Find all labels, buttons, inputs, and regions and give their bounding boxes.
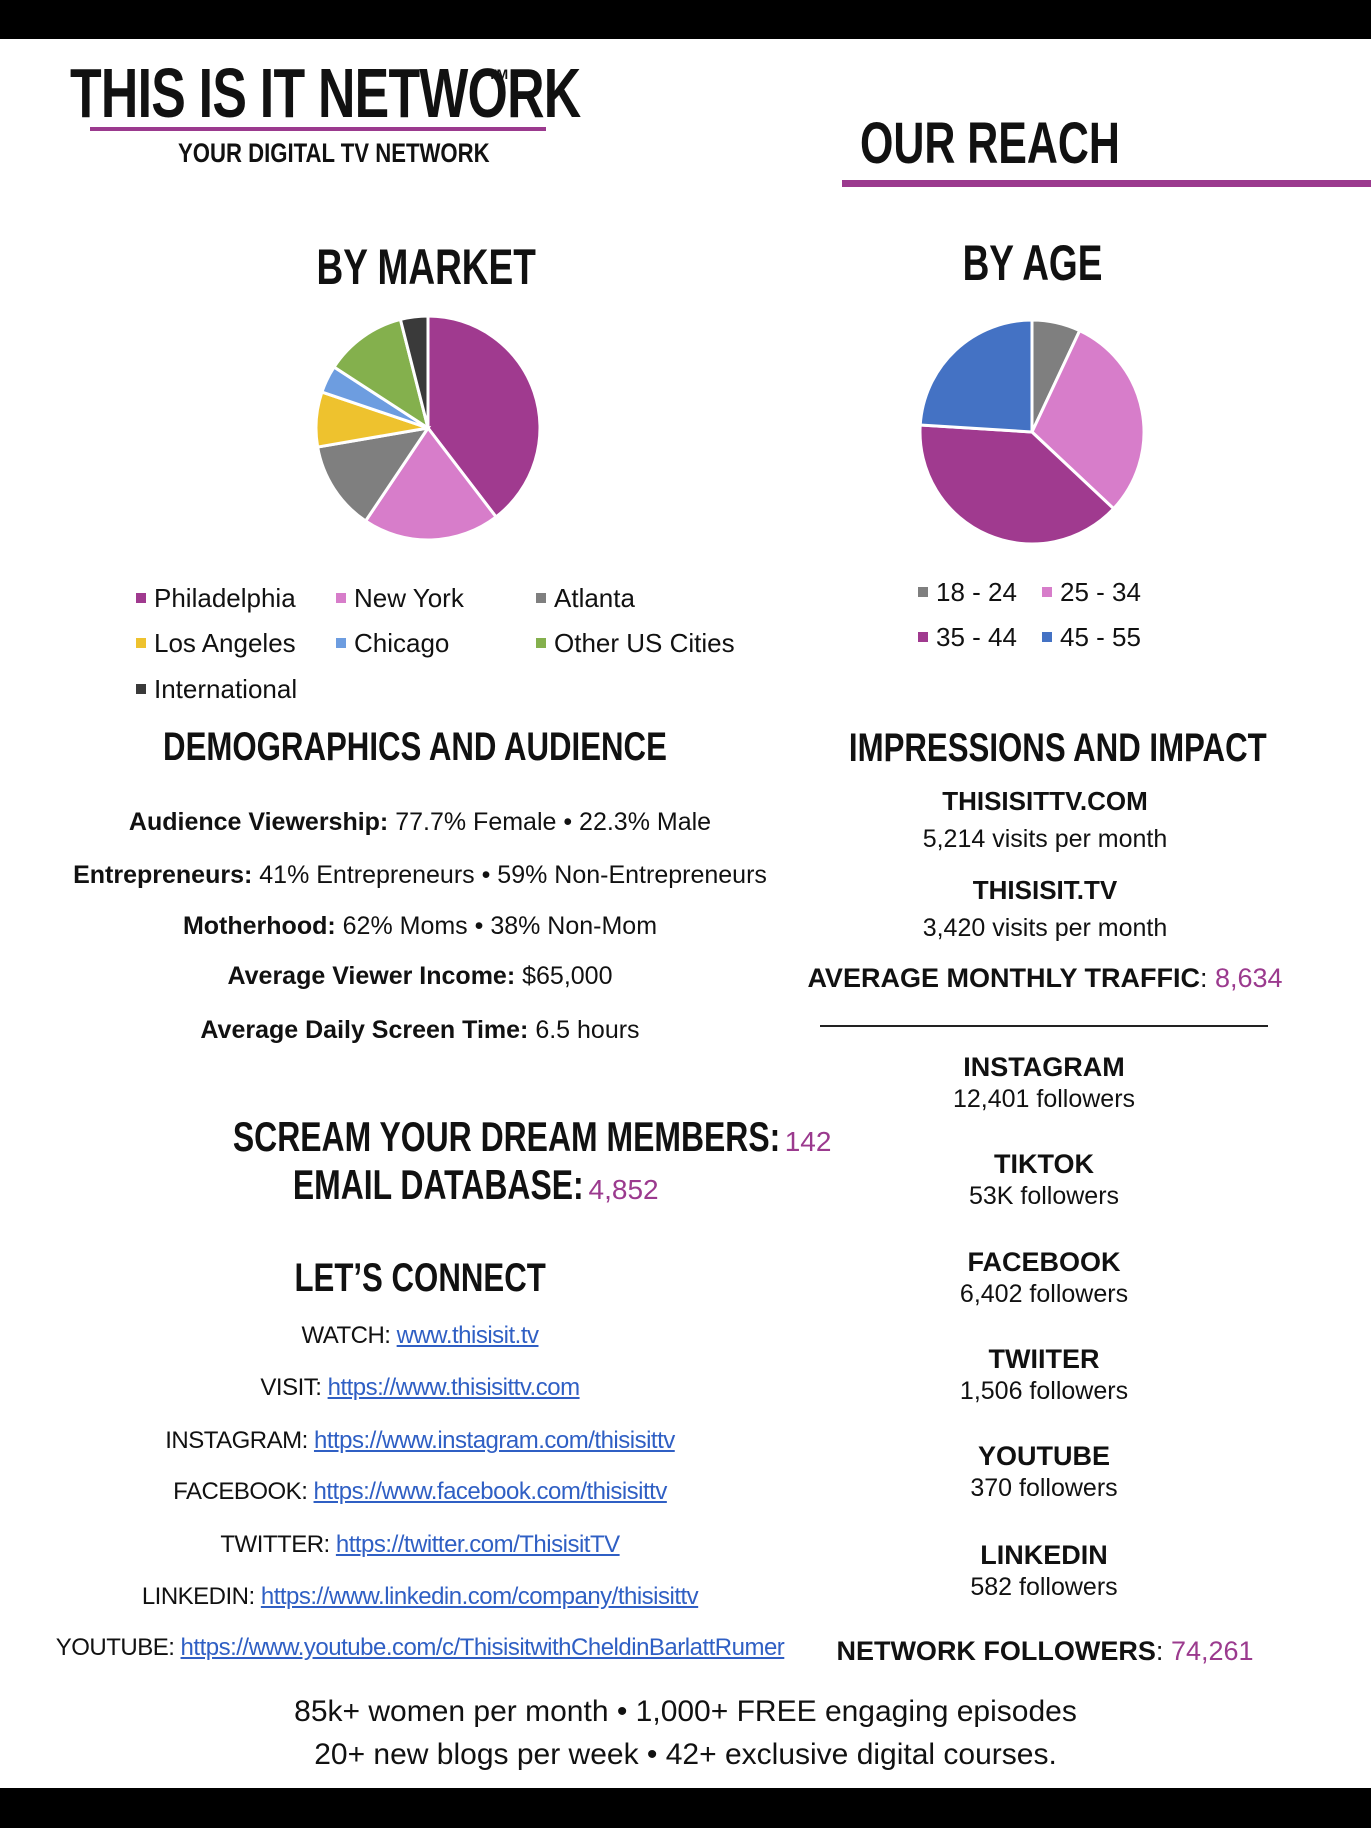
connect-linkedin: LINKEDIN: https://www.linkedin.com/compa… bbox=[141, 1583, 699, 1610]
connect-twitter: TWITTER: https://twitter.com/ThisisitTV bbox=[220, 1531, 620, 1558]
connect-youtube: YOUTUBE: https://www.youtube.com/c/Thisi… bbox=[55, 1634, 785, 1661]
legend-45-55: 45 - 55 bbox=[1042, 622, 1141, 653]
average-monthly-traffic: AVERAGE MONTHLY TRAFFIC: 8,634 bbox=[807, 963, 1283, 993]
site-thisisittv-com: THISISITTV.COM 5,214 visits per month bbox=[820, 786, 1270, 854]
legend-swatch bbox=[918, 587, 928, 598]
social-twitter: TWIITER 1,506 followers bbox=[959, 1344, 1129, 1405]
pie-slice-25-34 bbox=[1030, 328, 1146, 511]
linkedin-link[interactable]: https://www.linkedin.com/company/thisisi… bbox=[260, 1583, 699, 1610]
impressions-title: IMPRESSIONS AND IMPACT bbox=[848, 726, 1267, 770]
brand-trademark: TM bbox=[488, 66, 509, 82]
social-facebook: FACEBOOK 6,402 followers bbox=[959, 1247, 1129, 1308]
social-linkedin: LINKEDIN 582 followers bbox=[970, 1540, 1118, 1601]
site-visits: 5,214 visits per month bbox=[922, 825, 1168, 853]
legend-35-44: 35 - 44 bbox=[918, 622, 1017, 653]
email-database-count: EMAIL DATABASE: 4,852 bbox=[293, 1161, 659, 1208]
demographics-title: DEMOGRAPHICS AND AUDIENCE bbox=[163, 725, 667, 769]
legend-international: International bbox=[136, 674, 297, 705]
legend-swatch bbox=[1042, 587, 1052, 598]
top-border-bar bbox=[0, 0, 1371, 39]
our-reach-title: OUR REACH bbox=[860, 111, 1120, 176]
demo-screen-time: Average Daily Screen Time: 6.5 hours bbox=[200, 1016, 640, 1044]
by-age-title: BY AGE bbox=[962, 235, 1102, 291]
footer-line-2: 20+ new blogs per week • 42+ exclusive d… bbox=[314, 1738, 1057, 1771]
demo-motherhood: Motherhood: 62% Moms • 38% Non-Mom bbox=[182, 912, 658, 940]
twitter-link[interactable]: https://twitter.com/ThisisitTV bbox=[335, 1531, 620, 1558]
social-tiktok: TIKTOK 53K followers bbox=[968, 1149, 1120, 1210]
site-name: THISISIT.TV bbox=[972, 875, 1118, 905]
legend-swatch bbox=[136, 684, 146, 695]
demo-viewership: Audience Viewership: 77.7% Female • 22.3… bbox=[128, 808, 712, 836]
demo-income: Average Viewer Income: $65,000 bbox=[227, 962, 613, 990]
connect-visit: VISIT: https://www.thisisittv.com bbox=[260, 1374, 580, 1401]
legend-philadelphia: Philadelphia bbox=[136, 583, 296, 614]
pie-slice-atlanta bbox=[315, 425, 432, 524]
instagram-link[interactable]: https://www.instagram.com/thisisittv bbox=[313, 1427, 675, 1454]
legend-swatch bbox=[336, 638, 346, 649]
pie-slice-new-york bbox=[363, 425, 499, 542]
visit-link[interactable]: https://www.thisisittv.com bbox=[327, 1374, 580, 1401]
pie-slice-35-44 bbox=[918, 423, 1116, 546]
connect-facebook: FACEBOOK: https://www.facebook.com/thisi… bbox=[173, 1478, 668, 1505]
legend-18-24: 18 - 24 bbox=[918, 577, 1017, 608]
pie-slice-45-55 bbox=[918, 318, 1034, 434]
connect-instagram: INSTAGRAM: https://www.instagram.com/thi… bbox=[165, 1427, 675, 1454]
legend-other-us-cities: Other US Cities bbox=[536, 628, 735, 659]
site-visits: 3,420 visits per month bbox=[922, 914, 1168, 942]
social-instagram: INSTAGRAM 12,401 followers bbox=[952, 1052, 1136, 1113]
legend-los-angeles: Los Angeles bbox=[136, 628, 296, 659]
members-count: SCREAM YOUR DREAM MEMBERS: 142 bbox=[232, 1113, 832, 1160]
legend-swatch bbox=[336, 593, 346, 604]
network-followers: NETWORK FOLLOWERS: 74,261 bbox=[836, 1636, 1254, 1666]
site-thisisit-tv: THISISIT.TV 3,420 visits per month bbox=[820, 875, 1270, 943]
bottom-border-bar bbox=[0, 1788, 1371, 1828]
brand-logo: THIS IS IT NETWORK bbox=[70, 58, 590, 128]
brand-underline bbox=[90, 127, 546, 131]
demo-entrepreneurs: Entrepreneurs: 41% Entrepreneurs • 59% N… bbox=[73, 861, 767, 889]
youtube-link[interactable]: https://www.youtube.com/c/ThisisitwithCh… bbox=[180, 1634, 785, 1661]
by-market-title: BY MARKET bbox=[316, 239, 536, 295]
connect-title: LET’S CONNECT bbox=[294, 1256, 546, 1300]
legend-swatch bbox=[918, 632, 928, 643]
facebook-link[interactable]: https://www.facebook.com/thisisittv bbox=[313, 1478, 668, 1505]
legend-swatch bbox=[536, 593, 546, 604]
legend-25-34: 25 - 34 bbox=[1042, 577, 1141, 608]
legend-swatch bbox=[1042, 632, 1052, 643]
site-name: THISISITTV.COM bbox=[942, 786, 1148, 816]
brand-title: THIS IS IT NETWORK bbox=[70, 54, 581, 132]
market-pie-chart bbox=[314, 314, 542, 542]
legend-swatch bbox=[536, 638, 546, 649]
connect-watch: WATCH: www.thisisit.tv bbox=[301, 1322, 539, 1349]
our-reach-underline bbox=[842, 180, 1371, 187]
legend-new-york: New York bbox=[336, 583, 464, 614]
watch-link[interactable]: www.thisisit.tv bbox=[396, 1322, 539, 1349]
legend-atlanta: Atlanta bbox=[536, 583, 635, 614]
legend-swatch bbox=[136, 593, 146, 604]
pie-slice-philadelphia bbox=[426, 314, 542, 520]
brand-subtitle: YOUR DIGITAL TV NETWORK bbox=[178, 138, 490, 168]
pie-slice-other-us-cities bbox=[331, 317, 431, 432]
section-divider bbox=[820, 1025, 1268, 1027]
legend-chicago: Chicago bbox=[336, 628, 449, 659]
pie-slice-international bbox=[398, 314, 430, 429]
footer-line-1: 85k+ women per month • 1,000+ FREE engag… bbox=[294, 1695, 1077, 1728]
age-pie-chart bbox=[918, 318, 1146, 546]
social-youtube: YOUTUBE 370 followers bbox=[970, 1441, 1118, 1502]
legend-swatch bbox=[136, 638, 146, 649]
